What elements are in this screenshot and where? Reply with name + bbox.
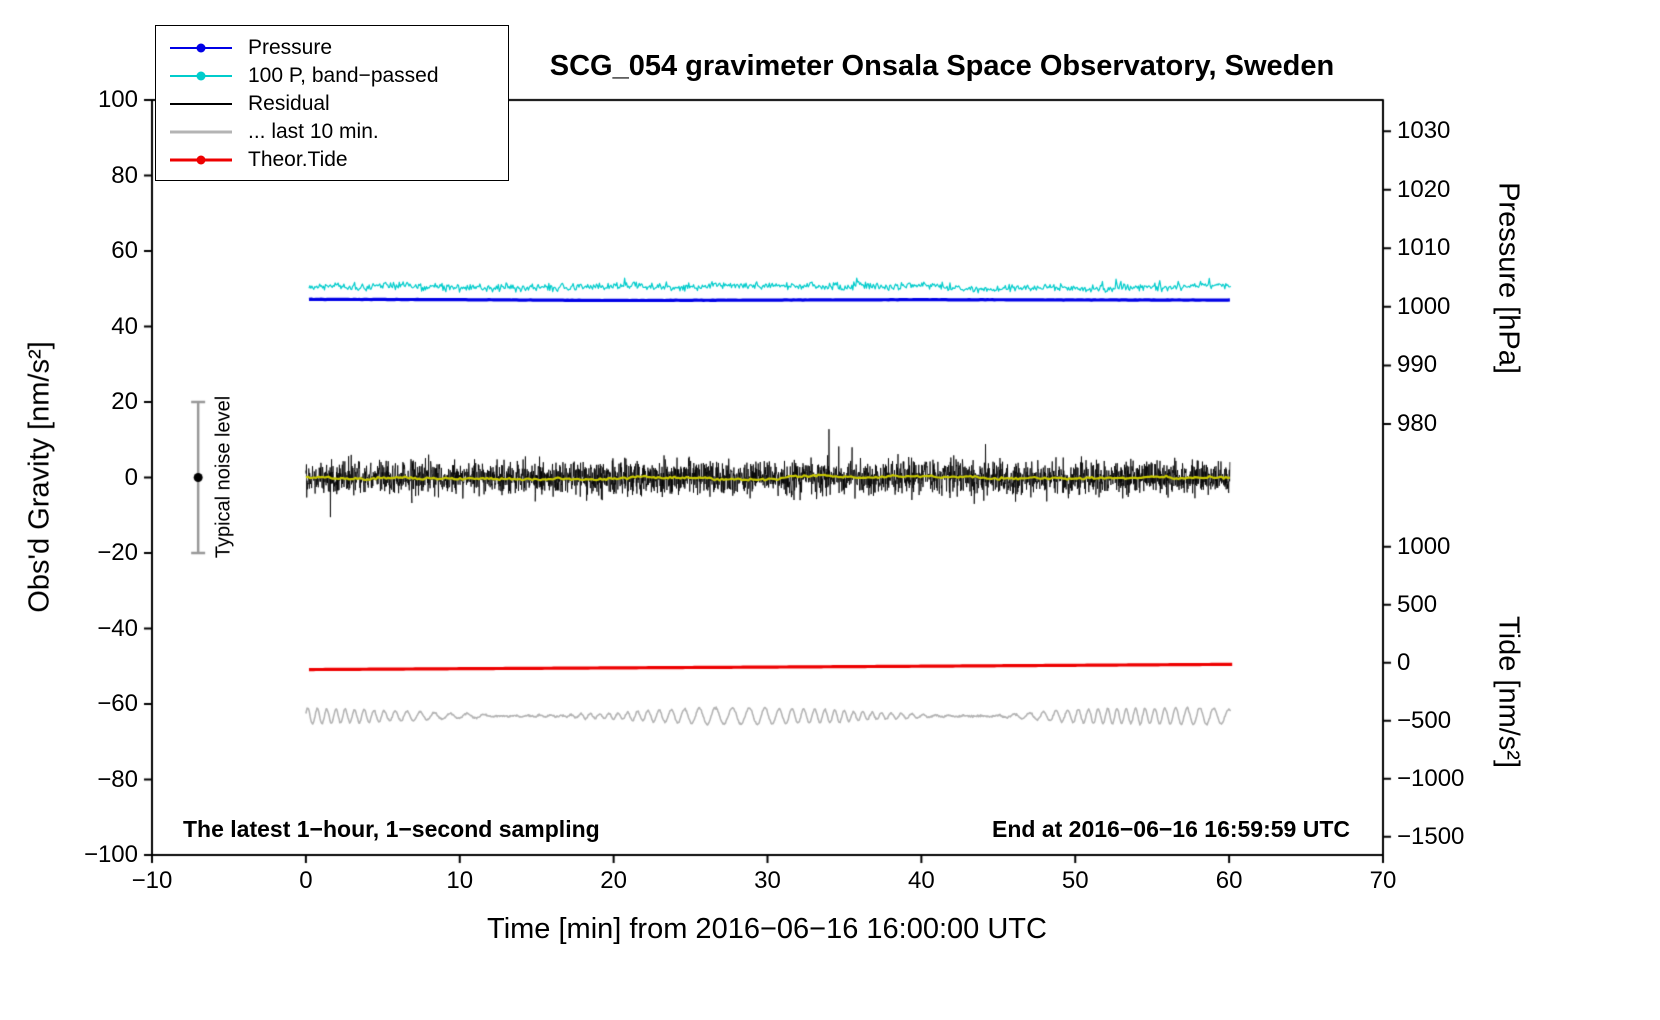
x-tick-label: 50 [1061, 867, 1089, 894]
legend-marker-dot [196, 43, 206, 53]
legend-marker-dot [196, 71, 206, 81]
tide-tick-label: 500 [1397, 590, 1438, 618]
x-tick-label: 30 [754, 867, 781, 894]
noise-level-annotation: Typical noise level [212, 395, 235, 559]
pressure-tick-label: 1010 [1397, 234, 1451, 262]
legend-item: ... last 10 min. [156, 118, 508, 146]
x-tick-label: 40 [908, 867, 935, 894]
legend-item-label: Theor.Tide [248, 148, 348, 171]
legend-item: Theor.Tide [156, 146, 508, 174]
legend-item-label: 100 P, band−passed [248, 64, 439, 87]
gravity-tick-label: 100 [97, 86, 138, 113]
x-tick-label: 70 [1369, 867, 1397, 894]
legend-item-label: ... last 10 min. [248, 120, 379, 143]
chart-legend: Pressure 100 P, band−passed Residual ... la… [155, 25, 509, 181]
sampling-note: The latest 1−hour, 1−second sampling [183, 816, 600, 842]
gravity-tick-label: −20 [97, 539, 138, 566]
legend-sample-line [170, 68, 232, 84]
y-axis-label-pressure: Pressure [hPa] [1492, 182, 1525, 374]
gravity-tick-label: 0 [124, 463, 138, 491]
legend-item: Residual [156, 90, 508, 118]
pressure-tick-label: 980 [1397, 409, 1438, 437]
tide-tick-label: −500 [1397, 706, 1452, 734]
pressure-tick-label: 990 [1397, 351, 1438, 379]
gravity-tick-label: −40 [97, 614, 138, 642]
x-tick-label: 10 [446, 867, 474, 894]
tide-tick-label: −1500 [1397, 822, 1465, 850]
x-axis-label: Time [min] from 2016−06−16 16:00:00 UTC [487, 913, 1047, 945]
pressure-tick-label: 1000 [1397, 292, 1451, 320]
y-axis-label-gravity: Obs'd Gravity [nm/s²] [23, 341, 56, 613]
x-tick-label: 60 [1215, 867, 1243, 894]
gravity-tick-label: 80 [111, 161, 138, 189]
end-time-note: End at 2016−06−16 16:59:59 UTC [992, 816, 1350, 842]
legend-item-label: Residual [248, 92, 330, 115]
x-tick-label: 0 [299, 867, 313, 894]
pressure-tick-label: 1020 [1397, 175, 1451, 203]
legend-sample-line [170, 124, 232, 140]
pressure-tick-label: 1030 [1397, 117, 1451, 145]
legend-item: Pressure [156, 34, 508, 62]
gravity-tick-label: −60 [97, 690, 138, 717]
tide-tick-label: 1000 [1397, 532, 1451, 560]
gravity-tick-label: 20 [111, 388, 138, 415]
legend-item-label: Pressure [248, 36, 333, 59]
gravity-tick-label: 40 [111, 312, 138, 340]
x-tick-label: −10 [131, 867, 173, 894]
tide-tick-label: −1000 [1397, 764, 1465, 792]
chart-title: SCG_054 gravimeter Onsala Space Observat… [549, 50, 1335, 82]
legend-sample-line [170, 40, 232, 56]
legend-item: 100 P, band−passed [156, 62, 508, 90]
gravity-tick-label: −80 [97, 765, 138, 793]
gravity-tick-label: 60 [111, 237, 138, 264]
tide-tick-label: 0 [1397, 648, 1411, 676]
legend-marker-dot [196, 155, 206, 165]
gravity-tick-label: −100 [83, 841, 138, 868]
y-axis-label-tide: Tide [nm/s²] [1492, 615, 1525, 769]
x-tick-label: 20 [600, 867, 627, 894]
legend-sample-line [170, 152, 232, 168]
legend-sample-line [170, 96, 232, 112]
